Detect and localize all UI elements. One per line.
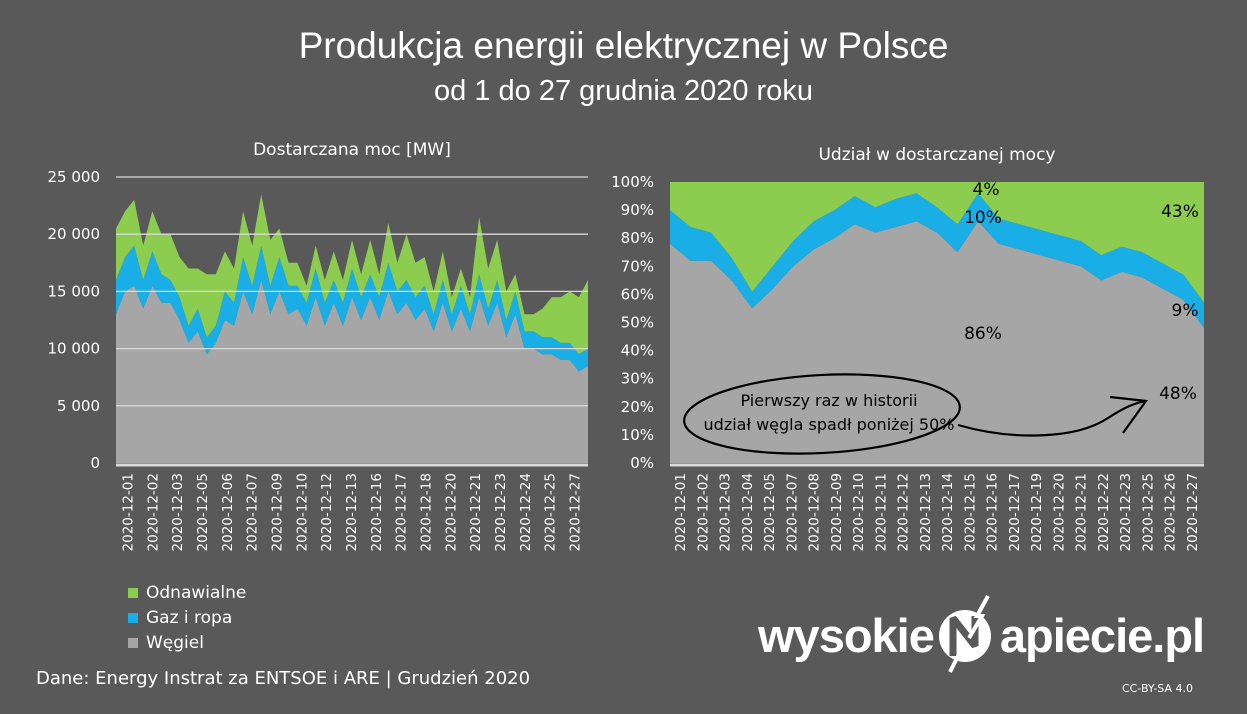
chart-subtitle: od 1 do 27 grudnia 2020 roku [434,75,813,107]
x-tick-label: 2020-12-22 [1096,473,1112,551]
legend-label-gas: Gaz i ropa [146,607,233,628]
x-tick-label: 2020-12-03 [718,473,734,551]
x-tick-label: 2020-12-02 [695,473,711,551]
x-tick-label: 2020-12-19 [1029,473,1045,551]
legend-item-renewables: Odnawialne [128,580,246,605]
x-tick-label: 2020-12-13 [344,473,360,551]
legend-swatch-renewables [128,587,138,598]
x-tick-label: 2020-12-01 [120,473,136,551]
x-tick-label: 2020-12-20 [1051,473,1067,551]
logo-text-right: apiecie.pl [999,608,1205,662]
x-tick-label: 2020-12-09 [269,473,285,551]
x-tick-label: 2020-12-23 [1118,473,1134,551]
x-tick-label: 2020-12-07 [245,473,261,551]
y-tick-label: 0% [630,454,654,472]
y-tick-label: 5 000 [57,397,100,415]
x-tick-label: 2020-12-10 [851,473,867,551]
area-w-giel [116,280,588,463]
y-tick-label: 70% [621,257,654,275]
x-tick-label: 2020-12-11 [873,473,889,551]
x-tick-label: 2020-12-27 [568,473,584,551]
x-tick-label: 2020-12-13 [918,473,934,551]
annotation-gas-share: 10% [964,208,1002,228]
y-tick-label: 40% [621,342,654,360]
x-tick-label: 2020-12-05 [762,473,778,551]
x-tick-label: 2020-12-25 [1140,473,1156,551]
area-odnawialne [670,182,1204,303]
y-tick-label: 100% [611,173,654,191]
callout-arrow-head [1109,395,1148,434]
logo-text-left: wysokie [758,608,935,662]
y-tick-label: 60% [621,285,654,303]
x-tick-label: 2020-12-14 [940,473,956,551]
callout-arrow-line [957,399,1146,437]
x-tick-label: 2020-12-24 [518,473,534,551]
x-tick-label: 2020-12-12 [319,473,335,551]
x-tick-label: 2020-12-20 [443,473,459,551]
chart-title: Produkcja energii elektrycznej w Polsce [298,25,949,66]
x-tick-label: 2020-12-15 [962,473,978,551]
x-tick-label: 2020-12-07 [784,473,800,551]
x-tick-label: 2020-12-27 [1185,473,1201,551]
x-tick-label: 2020-12-09 [829,473,845,551]
y-tick-label: 10% [621,426,654,444]
y-tick-label: 15 000 [48,282,101,300]
x-tick-label: 2020-12-06 [220,473,236,551]
x-tick-label: 2020-12-23 [493,473,509,551]
logo: wysokie apiecie.pl [758,590,1205,680]
x-tick-label: 2020-12-10 [294,473,310,551]
x-tick-label: 2020-12-03 [170,473,186,551]
lightning-n-icon [938,595,991,673]
callout-line-1: Pierwszy raz w historii [740,391,917,410]
legend-label-renewables: Odnawialne [146,582,247,603]
x-tick-label: 2020-12-05 [195,473,211,551]
area-gaz-i-ropa [116,245,588,372]
y-tick-label: 0 [90,454,100,472]
x-tick-label: 2020-12-25 [543,473,559,551]
x-tick-label: 2020-12-01 [673,473,689,551]
area-w-giel [670,221,1204,463]
legend-label-coal: Węgiel [146,632,204,653]
y-tick-label: 80% [621,229,654,247]
callout-line-2: udział węgla spadł poniżej 50% [704,415,955,434]
license: CC-BY-SA 4.0 [1122,682,1193,695]
y-tick-label: 20% [621,398,654,416]
y-tick-label: 90% [621,201,654,219]
annotation-renewables-min: 4% [973,180,1000,200]
y-tick-label: 25 000 [48,168,101,186]
x-tick-label: 2020-12-08 [807,473,823,551]
y-tick-label: 50% [621,314,654,332]
legend: Odnawialne Gaz i ropa Węgiel [128,580,246,655]
area-gaz-i-ropa [670,193,1204,329]
x-tick-label: 2020-12-17 [394,473,410,551]
annotation-coal-max: 86% [964,324,1002,344]
x-tick-label: 2020-12-04 [740,473,756,551]
legend-swatch-coal [128,637,138,648]
data-source: Dane: Energy Instrat za ENTSOE i ARE | G… [36,668,531,689]
x-tick-label: 2020-12-02 [145,473,161,551]
y-tick-label: 10 000 [48,340,101,358]
x-tick-label: 2020-12-12 [896,473,912,551]
callout-ellipse [683,373,961,455]
y-tick-label: 30% [621,370,654,388]
area-odnawialne [116,194,588,355]
legend-swatch-gas [128,612,138,623]
legend-item-gas: Gaz i ropa [128,605,246,630]
annotation-coal-end: 48% [1159,384,1197,404]
x-tick-label: 2020-12-16 [985,473,1001,551]
annotation-renewables-max: 43% [1161,202,1199,222]
panel-title: Udział w dostarczanej mocy [818,145,1055,165]
x-tick-label: 2020-12-18 [419,473,435,551]
panel-title: Dostarczana moc [MW] [253,140,451,160]
x-tick-label: 2020-12-21 [468,473,484,551]
x-tick-label: 2020-12-26 [1163,473,1179,551]
x-tick-label: 2020-12-17 [1007,473,1023,551]
x-tick-label: 2020-12-21 [1074,473,1090,551]
legend-item-coal: Węgiel [128,630,246,655]
annotation-gas-end: 9% [1172,301,1199,321]
x-tick-label: 2020-12-16 [369,473,385,551]
y-tick-label: 20 000 [48,225,101,243]
